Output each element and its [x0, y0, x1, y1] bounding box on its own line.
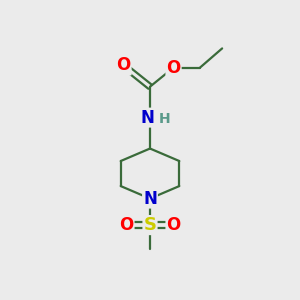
Text: O: O [167, 58, 181, 76]
Text: O: O [116, 56, 130, 74]
Text: H: H [158, 112, 170, 126]
Text: O: O [119, 216, 134, 234]
Text: N: N [143, 190, 157, 208]
Text: N: N [140, 109, 154, 127]
Text: S: S [143, 216, 157, 234]
Text: O: O [167, 216, 181, 234]
